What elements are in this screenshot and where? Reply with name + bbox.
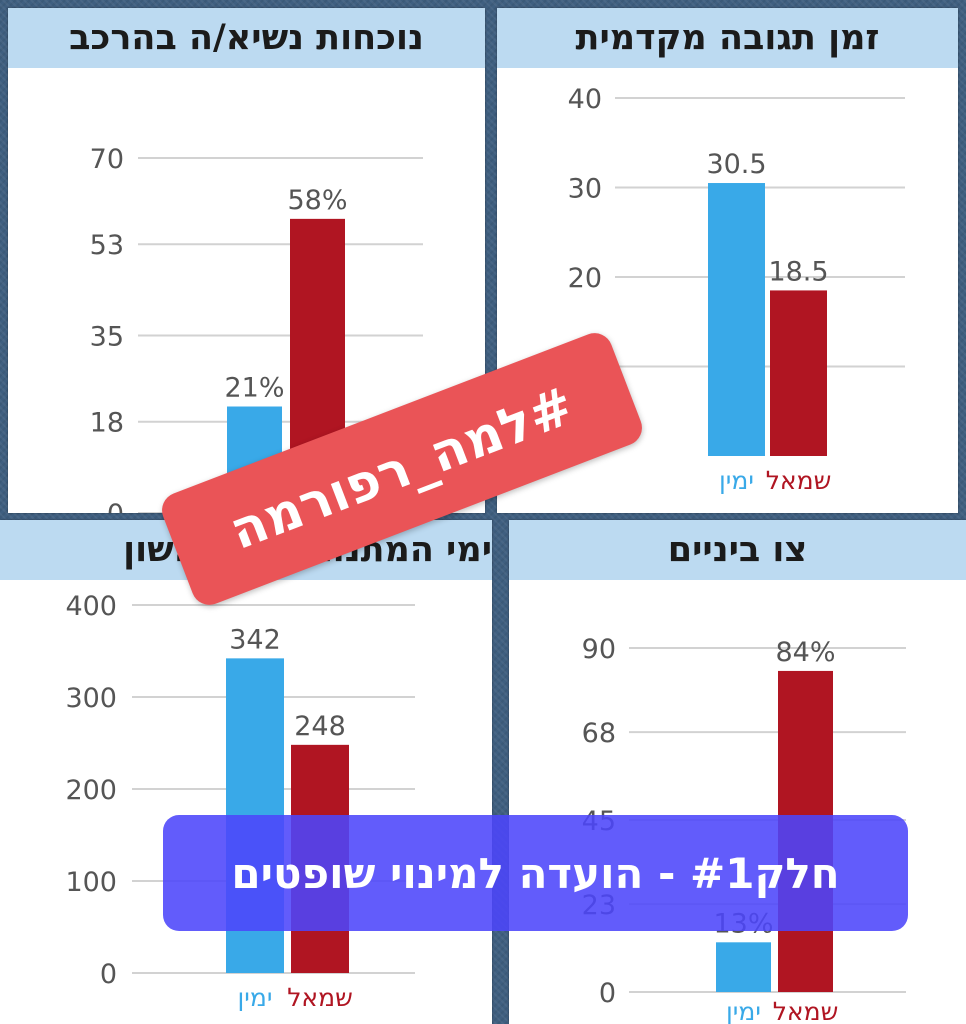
data-label: 30.5 bbox=[706, 149, 766, 180]
data-label: 58% bbox=[287, 185, 347, 216]
y-tick-label: 68 bbox=[582, 718, 616, 749]
chart-svg: 20 30 40 30.5 ימין 18.5 שמאל bbox=[568, 84, 905, 495]
category-label: שמאל bbox=[766, 466, 832, 495]
y-tick-label: 100 bbox=[65, 867, 117, 898]
data-label: 18.5 bbox=[768, 256, 828, 287]
y-tick-label: 400 bbox=[65, 591, 117, 622]
y-tick-label: 35 bbox=[90, 322, 124, 353]
y-tick-label: 0 bbox=[599, 978, 616, 1009]
y-tick-label: 20 bbox=[568, 263, 602, 294]
data-label: 21% bbox=[224, 373, 284, 404]
bar-right bbox=[716, 942, 771, 992]
chart-panel-presiding-judge: נוכחות נשיא/ה בהרכב 0 18 35 53 70 21% 58% bbox=[8, 8, 485, 513]
part-title-banner: חלק#1 - הועדה למינוי שופטים bbox=[163, 815, 908, 931]
category-label: שמאל bbox=[287, 983, 353, 1012]
bar-left bbox=[770, 290, 827, 456]
category-label: ימין bbox=[726, 997, 761, 1024]
bar-right bbox=[708, 183, 765, 456]
y-tick-label: 0 bbox=[100, 959, 117, 990]
y-tick-label: 70 bbox=[90, 144, 124, 175]
category-label: שמאל bbox=[773, 997, 839, 1024]
category-label: ימין bbox=[719, 466, 754, 495]
data-label: 342 bbox=[229, 624, 281, 655]
category-label: ימין bbox=[238, 983, 273, 1012]
y-tick-label: 0 bbox=[107, 499, 124, 513]
chart-title: נוכחות נשיא/ה בהרכב bbox=[8, 8, 485, 70]
y-tick-label: 40 bbox=[568, 84, 602, 115]
data-label: 84% bbox=[775, 637, 835, 668]
chart-title: צו ביניים bbox=[509, 520, 966, 582]
y-tick-label: 90 bbox=[582, 634, 616, 665]
clock-time: 17:49 bbox=[4, 990, 51, 1009]
y-tick-label: 200 bbox=[65, 775, 117, 806]
data-label: 248 bbox=[294, 711, 346, 742]
chart-svg: 0 100 200 300 400 342 ימין 248 שמאל bbox=[65, 591, 415, 1012]
y-tick-label: 18 bbox=[90, 408, 124, 439]
y-tick-label: 53 bbox=[90, 230, 124, 261]
chart-panel-wait-days: ימי המתנה לדיון ראשון 0100200300400342ימ… bbox=[0, 520, 492, 1024]
y-tick-label: 30 bbox=[568, 174, 602, 205]
y-tick-label: 300 bbox=[65, 683, 117, 714]
chart-title: זמן תגובה מקדמית bbox=[497, 8, 958, 70]
